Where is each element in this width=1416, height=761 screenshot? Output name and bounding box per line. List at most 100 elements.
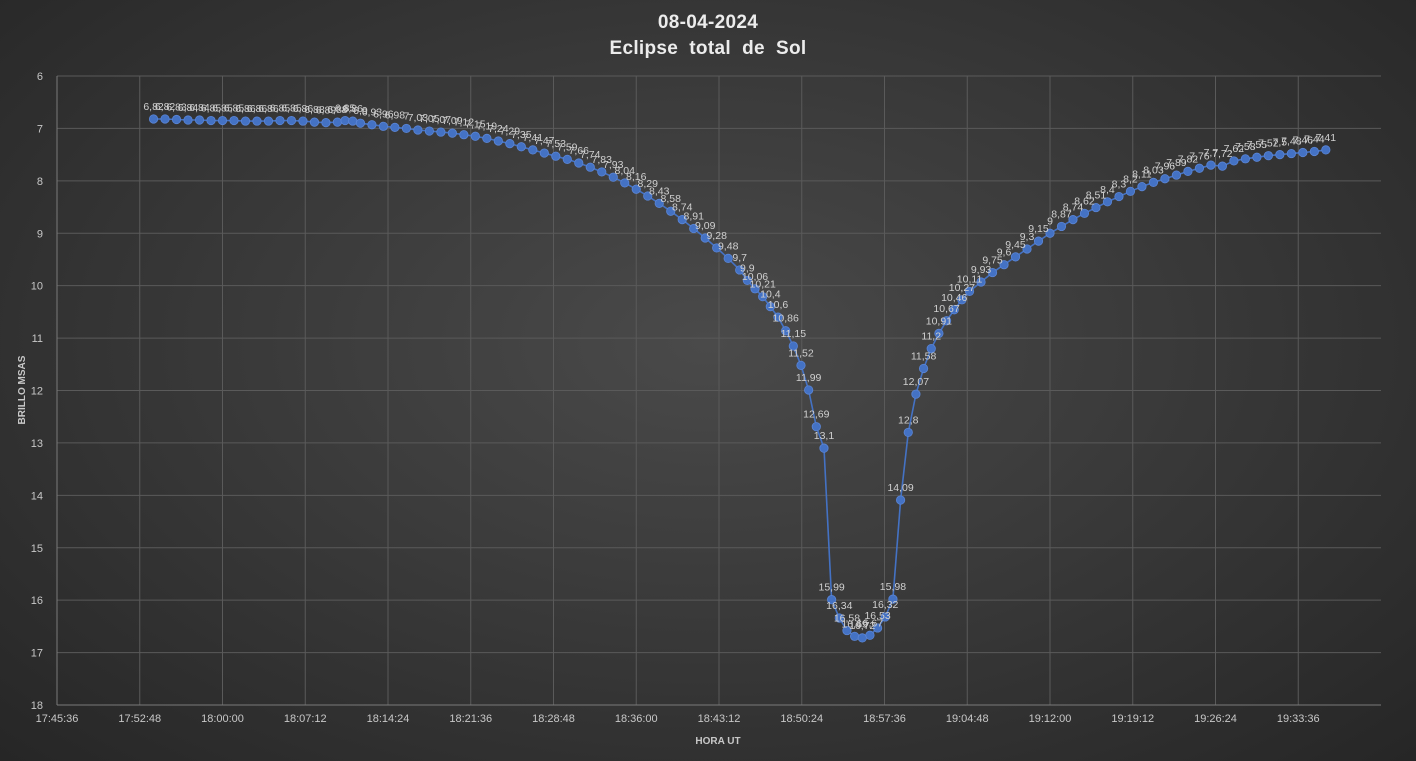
data-label: 6,85 xyxy=(212,103,233,115)
data-label: 8,3 xyxy=(1112,179,1127,191)
data-label: 9,48 xyxy=(718,240,739,252)
data-label: 7,19 xyxy=(477,120,498,132)
data-point xyxy=(206,115,216,126)
data-label: 6,85 xyxy=(270,103,291,115)
data-point xyxy=(1240,154,1250,164)
data-label: 7,76 xyxy=(1189,150,1210,162)
data-point xyxy=(926,343,936,354)
data-label: 7,58 xyxy=(1235,141,1256,153)
data-label: 6,82 xyxy=(155,101,176,113)
data-point xyxy=(880,612,890,622)
y-tick-label: 16 xyxy=(31,595,43,607)
data-label: 6,85 xyxy=(201,103,222,115)
data-point xyxy=(819,443,829,453)
x-tick-label: 18:50:24 xyxy=(780,713,823,725)
x-tick-label: 18:14:24 xyxy=(367,713,410,725)
data-point xyxy=(1010,252,1021,262)
data-point xyxy=(493,136,503,146)
data-label: 7,35 xyxy=(511,129,532,141)
data-label: 12,69 xyxy=(803,409,829,421)
data-label: 9,28 xyxy=(706,230,727,242)
x-tick-label: 17:45:36 xyxy=(36,713,79,725)
data-label: 9,93 xyxy=(971,264,992,276)
data-label: 12,07 xyxy=(903,376,929,388)
data-point xyxy=(1102,197,1113,207)
data-label: 7,96 xyxy=(1155,161,1176,173)
data-point xyxy=(964,286,975,297)
data-label: 8,29 xyxy=(638,178,659,190)
data-label: 9 xyxy=(1047,215,1053,227)
x-tick-label: 18:28:48 xyxy=(532,713,575,725)
data-point xyxy=(1263,151,1273,161)
data-point xyxy=(735,265,745,275)
data-point xyxy=(700,233,710,243)
data-label: 9,9 xyxy=(740,262,755,274)
chart-title: 08-04-2024 xyxy=(657,12,759,33)
data-point xyxy=(788,341,798,351)
data-label: 8,03 xyxy=(1143,164,1164,176)
data-label: 7,41 xyxy=(1316,132,1337,144)
data-point xyxy=(1022,244,1032,254)
data-labels: 6,826,826,836,846,846,856,856,856,866,86… xyxy=(143,101,1336,632)
data-label: 7,83 xyxy=(592,154,613,166)
data-point xyxy=(401,123,411,134)
data-point xyxy=(827,595,837,605)
data-label: 8,4 xyxy=(1100,184,1115,196)
data-point xyxy=(842,625,852,636)
data-point xyxy=(888,594,898,604)
data-label: 7,66 xyxy=(569,145,590,157)
y-tick-label: 7 xyxy=(37,123,43,135)
data-label: 6,83 xyxy=(166,102,187,114)
data-point xyxy=(252,116,262,126)
data-label: 8,91 xyxy=(683,211,704,223)
data-point xyxy=(773,312,783,322)
data-point xyxy=(1033,236,1044,246)
data-label: 7,09 xyxy=(442,115,463,127)
data-label: 13,1 xyxy=(814,430,835,442)
data-point xyxy=(286,115,297,126)
data-label: 8,43 xyxy=(649,185,670,197)
data-point xyxy=(758,292,768,302)
data-point xyxy=(217,115,228,126)
data-label: 6,85 xyxy=(335,103,356,115)
data-label: 7,24 xyxy=(488,123,509,135)
x-tick-label: 18:07:12 xyxy=(284,713,327,725)
data-label: 10,21 xyxy=(750,279,776,291)
data-label: 6,84 xyxy=(178,102,199,114)
data-point xyxy=(275,115,285,126)
series-points xyxy=(148,114,1331,643)
data-label: 7,7 xyxy=(1204,147,1219,159)
data-point xyxy=(723,253,733,264)
data-point xyxy=(539,148,549,158)
data-point xyxy=(781,326,791,336)
data-label: 8,11 xyxy=(1132,169,1152,181)
y-tick-label: 9 xyxy=(37,228,43,240)
data-label: 6,85 xyxy=(281,103,302,115)
y-tick-label: 10 xyxy=(31,281,43,293)
data-point xyxy=(903,427,913,438)
data-point xyxy=(865,630,875,640)
data-label: 15,99 xyxy=(818,582,844,594)
data-point xyxy=(811,422,821,432)
x-tick-label: 18:36:00 xyxy=(615,713,658,725)
data-point xyxy=(1137,181,1147,192)
data-point xyxy=(1183,166,1193,176)
data-point xyxy=(516,142,526,152)
data-label: 8,87 xyxy=(1051,208,1072,220)
y-tick-label: 15 xyxy=(31,543,43,555)
data-label: 7,05 xyxy=(419,113,440,125)
y-tick-label: 6 xyxy=(37,71,43,83)
data-point xyxy=(1194,163,1205,173)
x-tick-label: 18:00:00 xyxy=(201,713,244,725)
data-label: 6,98 xyxy=(385,109,406,121)
data-label: 6,84 xyxy=(189,102,210,114)
data-point xyxy=(459,130,469,140)
data-point xyxy=(1056,221,1067,232)
data-point xyxy=(390,122,400,132)
data-label: 16,69 xyxy=(841,618,867,630)
x-tick-label: 18:21:36 xyxy=(449,713,492,725)
x-tick-label: 19:04:48 xyxy=(946,713,989,725)
data-label: 10,4 xyxy=(760,289,781,301)
data-point xyxy=(1206,160,1216,170)
